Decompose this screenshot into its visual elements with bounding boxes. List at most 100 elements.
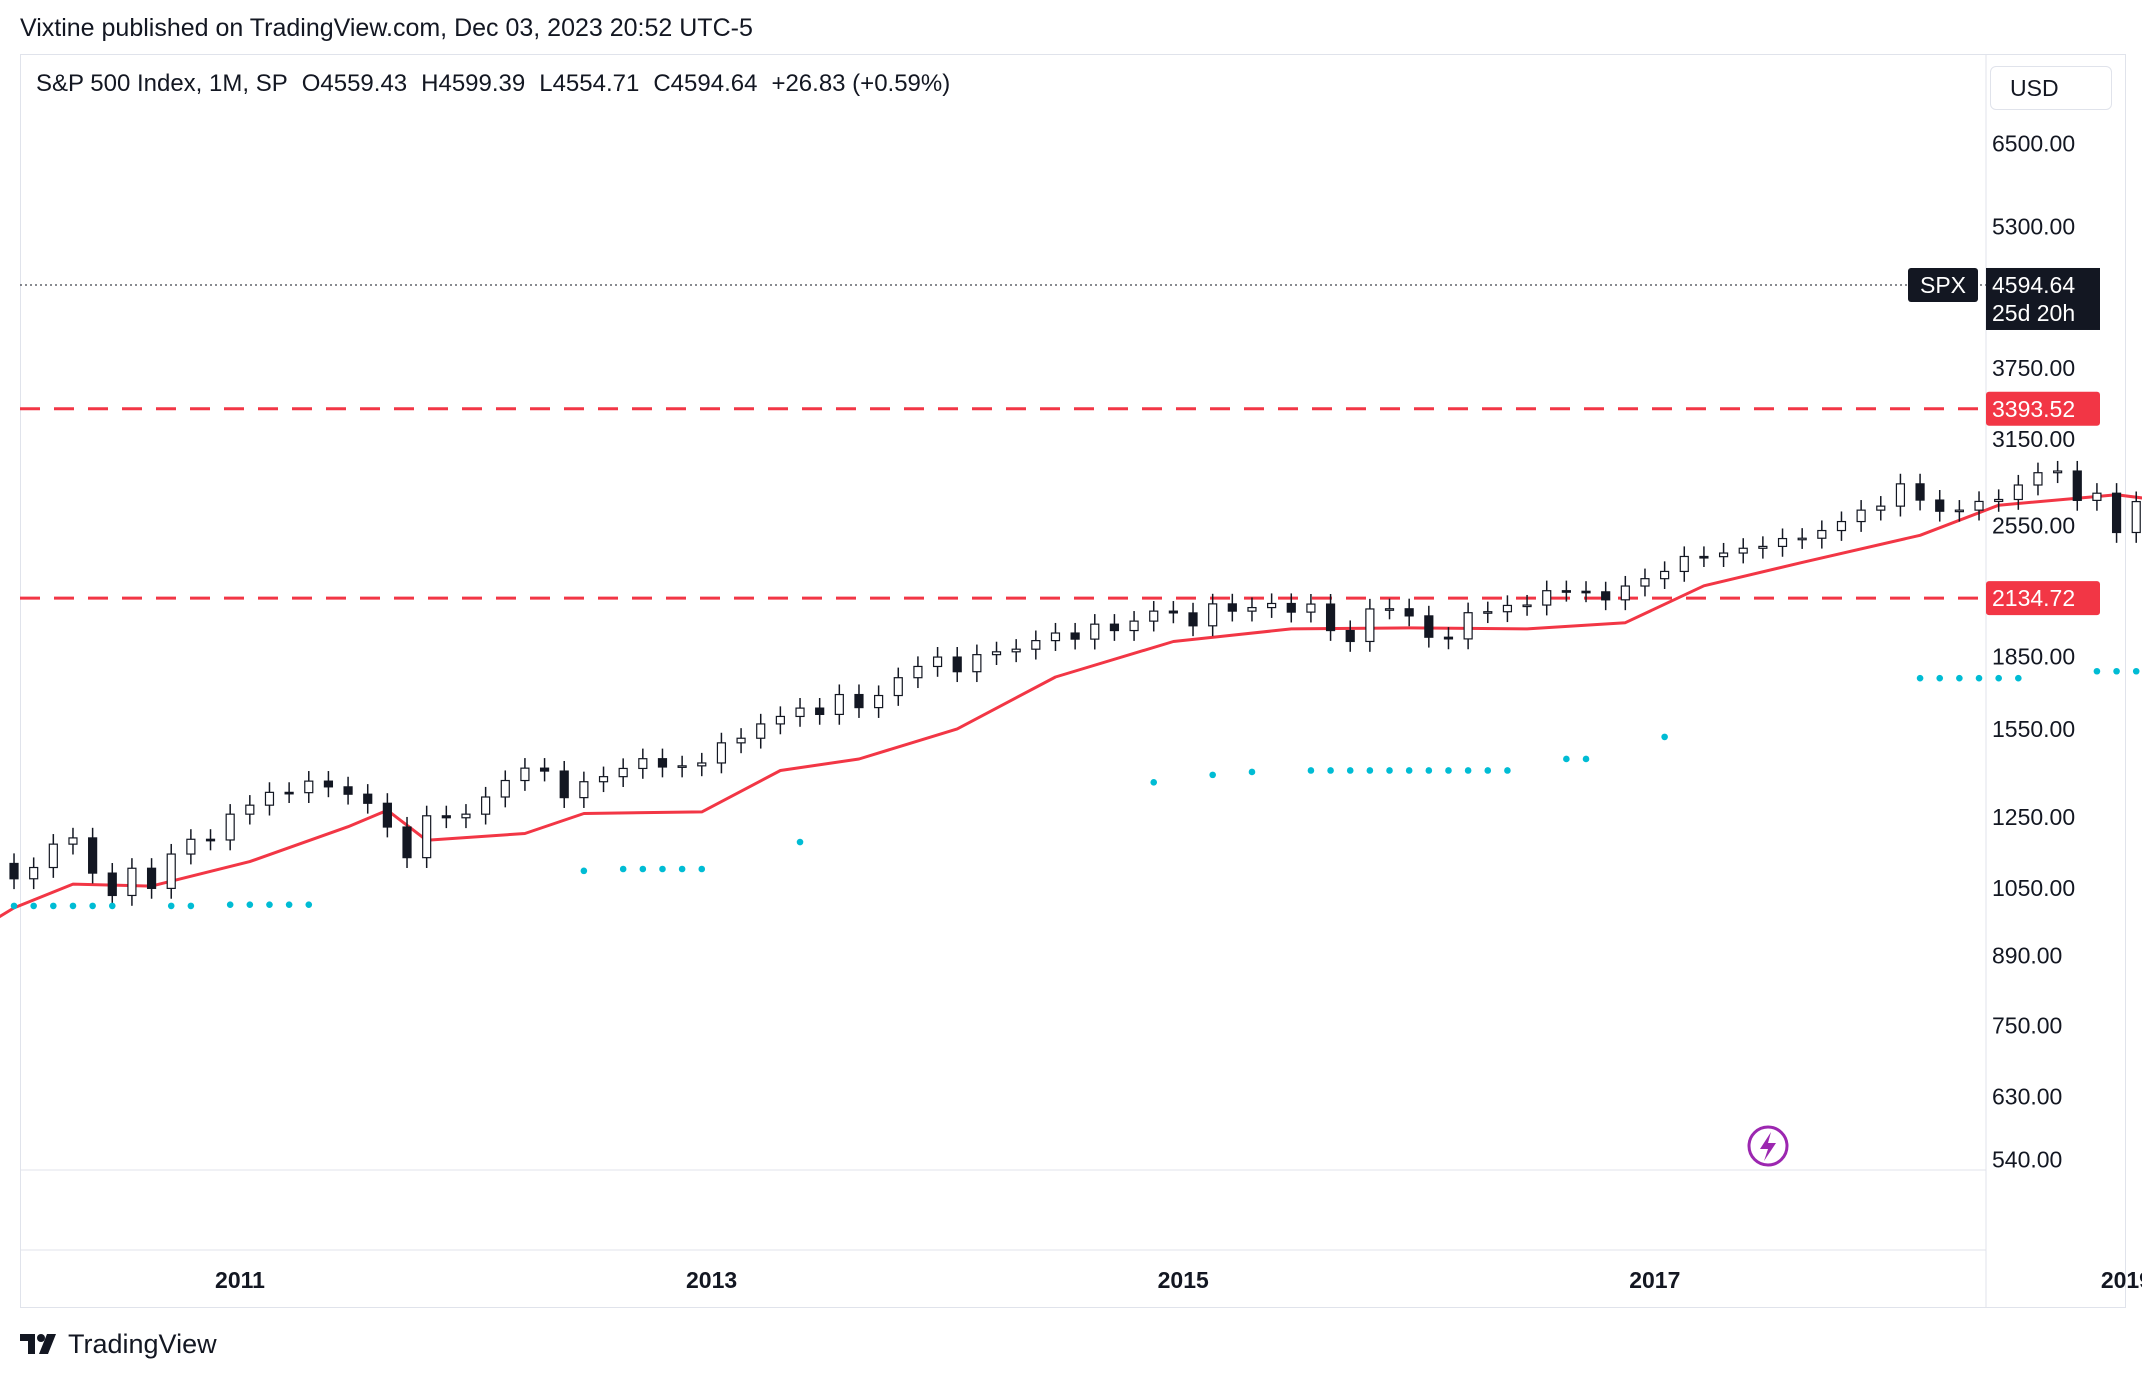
time-tick-label: 2019 bbox=[2101, 1267, 2142, 1293]
candle bbox=[1011, 639, 1021, 663]
candle-body bbox=[1149, 610, 1159, 622]
tradingview-logo[interactable]: TradingView bbox=[20, 1326, 217, 1362]
price-axis[interactable]: 6500.00 5300.00 3750.00 3150.00 2550.00 1850.… bbox=[1992, 130, 2075, 1172]
candle-body bbox=[1738, 547, 1748, 554]
candle bbox=[1090, 614, 1100, 650]
candle bbox=[264, 782, 275, 816]
candle-body bbox=[1404, 608, 1414, 617]
candle bbox=[1463, 602, 1473, 650]
candle bbox=[1935, 489, 1945, 522]
candle-body bbox=[756, 723, 766, 739]
candle bbox=[815, 698, 825, 725]
candle-body bbox=[1758, 545, 1768, 549]
candle bbox=[1522, 594, 1532, 616]
candle-body bbox=[1227, 603, 1237, 612]
candle bbox=[1836, 511, 1847, 541]
candle-body bbox=[1542, 590, 1552, 606]
price-tick-label: 5300.00 bbox=[1992, 214, 2075, 240]
indicator-dot bbox=[1307, 767, 1315, 774]
candle-body bbox=[1384, 608, 1395, 611]
last-price-tag-bg bbox=[1986, 267, 2100, 330]
candle bbox=[29, 857, 39, 890]
candle-body bbox=[913, 665, 923, 679]
time-tick-label: 2017 bbox=[1629, 1267, 1680, 1293]
candle-body bbox=[697, 762, 707, 767]
indicator-dot bbox=[1386, 767, 1393, 774]
indicator-dot bbox=[698, 865, 706, 873]
candle-body bbox=[539, 767, 550, 772]
currency-button[interactable]: USD bbox=[1990, 66, 2112, 110]
candle bbox=[88, 827, 98, 884]
candle bbox=[579, 771, 589, 808]
indicator-dot bbox=[1366, 767, 1374, 774]
candle bbox=[1188, 602, 1198, 637]
candle-body bbox=[88, 837, 98, 874]
candle bbox=[1561, 580, 1571, 602]
indicator-dot bbox=[1209, 771, 1216, 779]
level-tag-label: 3393.52 bbox=[1992, 396, 2075, 422]
candle-body bbox=[638, 758, 648, 770]
candle-body bbox=[382, 802, 392, 828]
candle-body bbox=[1502, 604, 1513, 613]
candle bbox=[1129, 611, 1139, 641]
time-axis[interactable]: 20112013201520172019202120232025 bbox=[215, 1267, 2142, 1293]
candle bbox=[1384, 598, 1395, 620]
lightning-icon[interactable] bbox=[1747, 1125, 1789, 1167]
candle bbox=[775, 706, 785, 735]
candle-body bbox=[1168, 610, 1178, 614]
candle bbox=[2092, 483, 2102, 511]
indicator-dot bbox=[1464, 767, 1472, 774]
candle-body bbox=[127, 867, 137, 897]
candle bbox=[2072, 460, 2082, 511]
candle bbox=[2033, 462, 2043, 496]
candle bbox=[1050, 622, 1061, 651]
candle bbox=[520, 758, 530, 791]
candle bbox=[893, 667, 903, 706]
tradingview-logo-text: TradingView bbox=[68, 1328, 217, 1359]
candle bbox=[736, 728, 746, 754]
horizontal-levels[interactable] bbox=[20, 284, 1986, 600]
indicator-dot bbox=[1327, 767, 1334, 774]
candle bbox=[48, 834, 58, 878]
price-tick-label: 750.00 bbox=[1992, 1012, 2062, 1038]
candle bbox=[146, 858, 157, 899]
candle bbox=[166, 843, 176, 899]
candle bbox=[913, 656, 923, 689]
candle bbox=[323, 771, 334, 798]
candle-body bbox=[1876, 505, 1886, 511]
indicator-dot bbox=[1995, 674, 2002, 682]
candle-body bbox=[304, 780, 314, 794]
candle bbox=[697, 752, 707, 777]
candle bbox=[382, 793, 392, 838]
candle-body bbox=[952, 656, 962, 673]
indicator-dot bbox=[1956, 674, 1963, 682]
candle bbox=[618, 758, 628, 787]
chart-frame[interactable] bbox=[20, 54, 2126, 1308]
candle-body bbox=[991, 651, 1002, 656]
candle-body bbox=[146, 867, 157, 889]
candle-body bbox=[932, 656, 943, 668]
indicator-dot bbox=[639, 865, 647, 873]
level-tag-0: 3393.52 bbox=[1986, 391, 2100, 426]
dot-indicator bbox=[10, 667, 2140, 910]
candle bbox=[1581, 581, 1591, 603]
candle-body bbox=[481, 796, 491, 815]
candle-body bbox=[618, 767, 628, 778]
candle-body bbox=[1208, 603, 1218, 627]
candle bbox=[874, 685, 884, 718]
candle bbox=[2131, 491, 2141, 543]
legend-symbol[interactable]: S&P 500 Index, 1M, SP bbox=[36, 70, 288, 97]
candle bbox=[1994, 489, 2004, 512]
price-tick-label: 1250.00 bbox=[1992, 804, 2075, 830]
candle-body bbox=[363, 793, 373, 804]
candle bbox=[500, 770, 510, 808]
candle-body bbox=[1345, 629, 1355, 643]
candle-body bbox=[874, 694, 884, 709]
candle-body bbox=[775, 715, 785, 725]
candle-body bbox=[1424, 615, 1434, 638]
indicator-dot bbox=[619, 865, 627, 873]
price-tick-label: 540.00 bbox=[1992, 1147, 2062, 1173]
indicator-dot bbox=[69, 902, 77, 910]
